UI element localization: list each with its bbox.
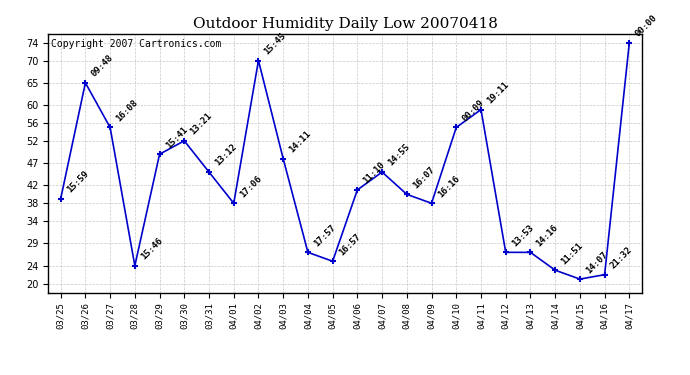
Text: 11:10: 11:10 bbox=[362, 160, 387, 186]
Text: 00:00: 00:00 bbox=[633, 13, 659, 39]
Text: 09:48: 09:48 bbox=[90, 53, 115, 79]
Text: 13:53: 13:53 bbox=[510, 223, 535, 248]
Text: 16:07: 16:07 bbox=[411, 165, 436, 190]
Text: 14:55: 14:55 bbox=[386, 142, 412, 168]
Text: 14:11: 14:11 bbox=[287, 129, 313, 154]
Text: 13:21: 13:21 bbox=[188, 111, 214, 136]
Text: 15:41: 15:41 bbox=[164, 124, 189, 150]
Text: 16:16: 16:16 bbox=[435, 174, 461, 199]
Text: 15:59: 15:59 bbox=[65, 169, 90, 195]
Text: 00:09: 00:09 bbox=[460, 98, 486, 123]
Text: 17:57: 17:57 bbox=[312, 223, 337, 248]
Text: 16:57: 16:57 bbox=[337, 232, 362, 257]
Text: 15:45: 15:45 bbox=[263, 31, 288, 56]
Text: 19:11: 19:11 bbox=[485, 80, 511, 105]
Text: 16:08: 16:08 bbox=[115, 98, 139, 123]
Text: 13:12: 13:12 bbox=[213, 142, 239, 168]
Text: 14:07: 14:07 bbox=[584, 250, 609, 275]
Text: Copyright 2007 Cartronics.com: Copyright 2007 Cartronics.com bbox=[51, 39, 221, 49]
Text: 11:51: 11:51 bbox=[560, 241, 584, 266]
Text: 21:32: 21:32 bbox=[609, 245, 634, 270]
Text: 15:46: 15:46 bbox=[139, 236, 164, 262]
Title: Outdoor Humidity Daily Low 20070418: Outdoor Humidity Daily Low 20070418 bbox=[193, 17, 497, 31]
Text: 14:16: 14:16 bbox=[535, 223, 560, 248]
Text: 17:06: 17:06 bbox=[238, 174, 264, 199]
